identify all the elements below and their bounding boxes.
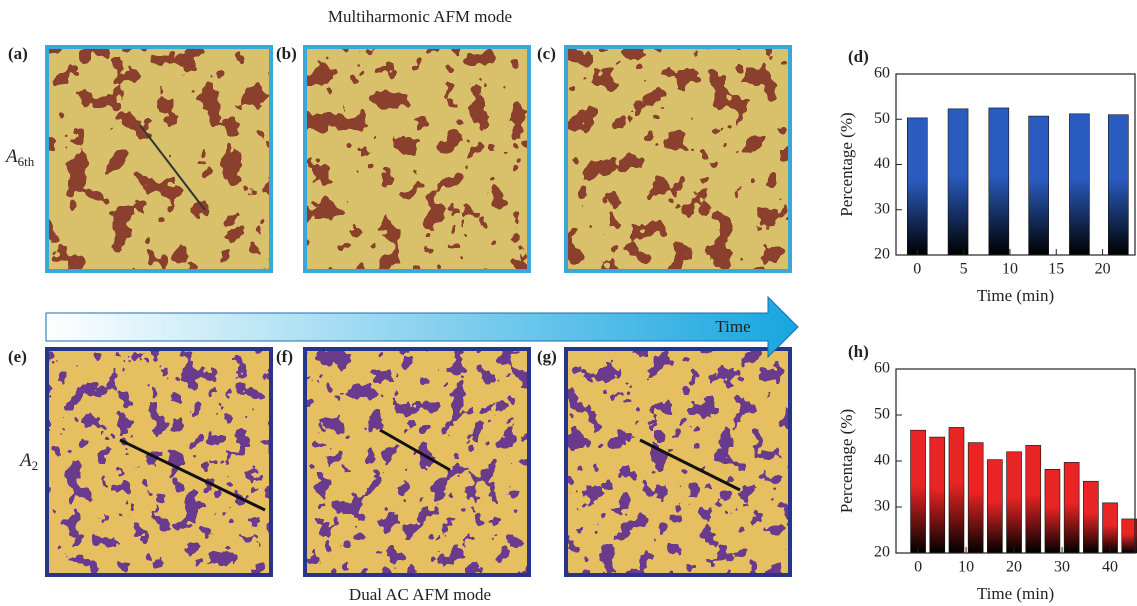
y-tick-label: 40 <box>874 452 890 469</box>
x-tick-label: 40 <box>1102 559 1118 576</box>
afm-image <box>305 47 529 271</box>
x-tick-label: 10 <box>958 559 974 576</box>
bar <box>911 430 926 553</box>
y-tick-label: 30 <box>874 200 890 217</box>
y-tick-label: 60 <box>874 360 890 377</box>
bar <box>930 437 945 553</box>
plot-frame <box>896 74 1135 255</box>
afm-image <box>47 47 271 271</box>
bottom-title: Dual AC AFM mode <box>349 585 491 604</box>
afm-image <box>47 349 271 575</box>
bar <box>1029 116 1049 255</box>
x-tick-label: 20 <box>1095 261 1111 278</box>
bar <box>949 427 964 553</box>
bar <box>1026 445 1041 553</box>
y-tick-label: 20 <box>874 246 890 263</box>
y-tick-label: 60 <box>874 65 890 82</box>
figure: Multiharmonic AFM mode Dual AC AFM mode … <box>0 0 1137 606</box>
y-axis-label: Percentage (%) <box>837 112 856 216</box>
bar <box>1103 503 1118 553</box>
bar <box>1064 462 1079 553</box>
bar <box>987 460 1002 553</box>
y-tick-label: 50 <box>874 110 890 127</box>
x-tick-label: 0 <box>913 261 921 278</box>
bar <box>1083 481 1098 553</box>
afm-image <box>566 47 790 271</box>
panel-label: (b) <box>276 44 297 63</box>
afm-image <box>566 349 790 575</box>
bar <box>1045 469 1060 553</box>
y-tick-label: 30 <box>874 498 890 515</box>
bar <box>1108 115 1128 255</box>
arrow-label: Time <box>715 317 750 336</box>
x-tick-label: 30 <box>1054 559 1070 576</box>
bar <box>1069 114 1089 255</box>
x-tick-label: 10 <box>1002 261 1018 278</box>
top-title: Multiharmonic AFM mode <box>328 7 512 26</box>
panel-label: (d) <box>848 47 869 66</box>
bar <box>989 108 1009 255</box>
bar <box>968 443 983 553</box>
bar <box>1007 452 1022 553</box>
afm-image <box>305 349 529 575</box>
bar <box>907 118 927 255</box>
panel-label: (f) <box>276 347 293 366</box>
panel-label: (e) <box>8 347 27 366</box>
y-tick-label: 40 <box>874 155 890 172</box>
bar <box>948 109 968 255</box>
panel-label: (c) <box>537 44 556 63</box>
y-tick-label: 50 <box>874 406 890 423</box>
y-axis-label: Percentage (%) <box>837 409 856 513</box>
x-tick-label: 5 <box>960 261 968 278</box>
afm-images <box>47 47 790 575</box>
panel-label: (h) <box>848 342 869 361</box>
x-axis-label: Time (min) <box>977 584 1054 603</box>
x-tick-label: 0 <box>914 559 922 576</box>
row-label: A2 <box>18 450 38 473</box>
x-axis-label: Time (min) <box>977 286 1054 305</box>
x-tick-label: 15 <box>1048 261 1064 278</box>
row-label: A6th <box>4 146 35 169</box>
panel-label: (a) <box>8 44 28 63</box>
y-tick-label: 20 <box>874 544 890 561</box>
x-tick-label: 20 <box>1006 559 1022 576</box>
panel-label: (g) <box>537 347 557 366</box>
